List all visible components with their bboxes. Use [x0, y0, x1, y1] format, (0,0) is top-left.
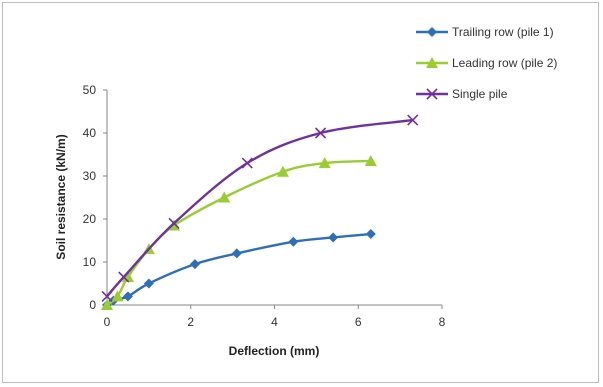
legend-marker	[427, 27, 437, 37]
data-point	[314, 127, 327, 139]
data-point	[241, 157, 253, 169]
data-point	[276, 165, 289, 177]
data-point	[288, 236, 299, 247]
legend-item: Single pile	[416, 87, 508, 101]
x-tick-label: 2	[187, 315, 194, 329]
y-tick-label: 50	[83, 83, 97, 97]
series-0	[102, 229, 376, 310]
data-point	[111, 290, 124, 302]
x-axis-title: Deflection (mm)	[229, 344, 320, 358]
data-point	[218, 191, 231, 203]
legend-label: Trailing row (pile 1)	[452, 25, 554, 39]
x-tick-label: 4	[271, 315, 278, 329]
data-point	[101, 290, 113, 302]
y-tick-label: 0	[89, 298, 96, 312]
y-tick-label: 40	[83, 126, 97, 140]
legend-marker	[426, 88, 438, 100]
data-point	[168, 217, 180, 229]
chart-frame	[2, 2, 599, 383]
y-axis-title: Soil resistance (kN/m)	[54, 134, 68, 259]
y-tick-label: 10	[83, 255, 97, 269]
data-point	[365, 229, 376, 240]
y-tick-label: 20	[83, 212, 97, 226]
data-point	[364, 154, 377, 166]
x-ticks: 0 2 4 6 8	[104, 305, 446, 329]
data-point	[118, 271, 130, 283]
series-layer	[101, 114, 419, 310]
legend-label: Leading row (pile 2)	[452, 56, 557, 70]
x-tick-label: 0	[104, 315, 111, 329]
data-point	[318, 157, 331, 169]
data-point	[122, 291, 133, 302]
legend-marker	[426, 57, 438, 68]
data-point	[328, 232, 339, 243]
legend-item: Trailing row (pile 1)	[416, 25, 554, 39]
data-point	[231, 248, 242, 259]
x-tick-label: 8	[439, 315, 446, 329]
legend-item: Leading row (pile 2)	[416, 56, 557, 70]
series-line	[106, 232, 371, 306]
legend-label: Single pile	[452, 87, 508, 101]
series-2	[101, 114, 419, 302]
data-point	[143, 278, 154, 289]
data-point	[189, 259, 200, 270]
data-point	[101, 299, 113, 310]
series-line	[106, 118, 413, 298]
legend: Trailing row (pile 1) Leading row (pile 2…	[416, 25, 557, 101]
data-point	[407, 114, 419, 126]
y-tick-label: 30	[83, 169, 97, 183]
y-ticks: 0 10 20 30 40 50	[83, 83, 107, 312]
x-tick-label: 6	[355, 315, 362, 329]
